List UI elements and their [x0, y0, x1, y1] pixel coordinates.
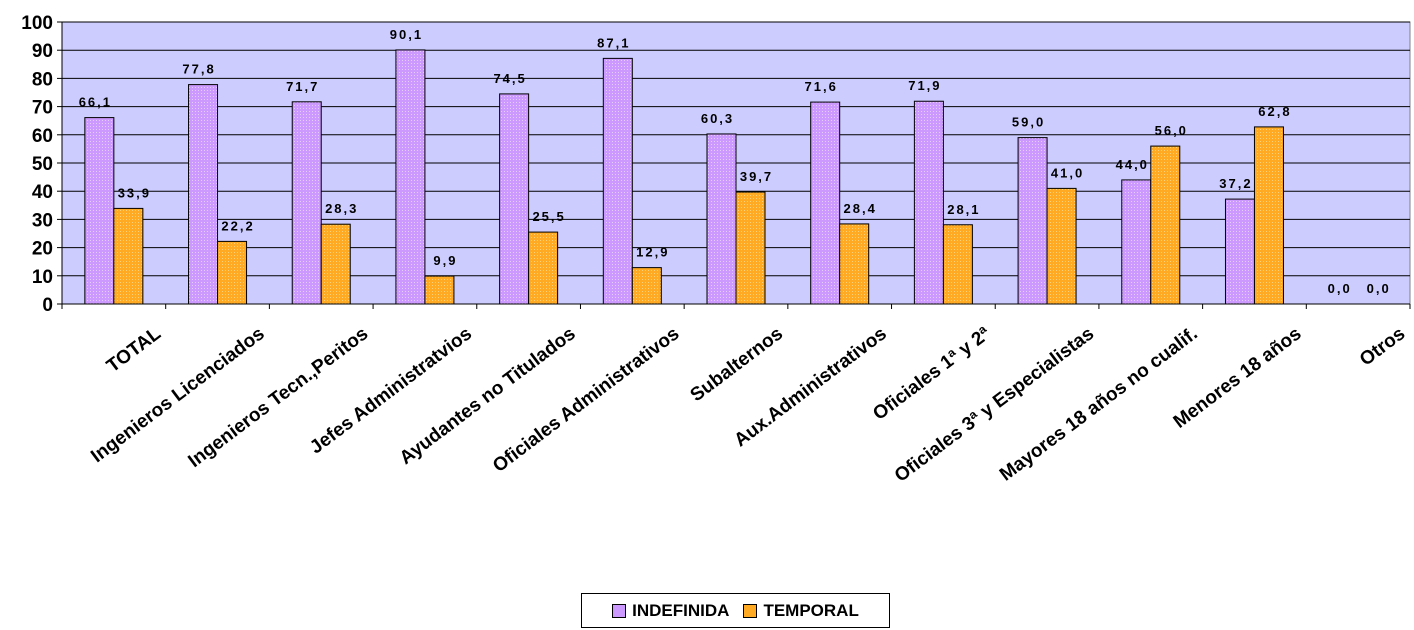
bar-indefinida	[84, 117, 115, 305]
bar-temporal	[1150, 145, 1181, 305]
y-tick-label: 60	[32, 126, 53, 147]
data-label: 71,9	[908, 78, 941, 93]
bar-indefinida	[706, 133, 737, 305]
bar-temporal	[528, 231, 559, 305]
data-label: 28,1	[947, 202, 980, 217]
data-label: 25,5	[532, 209, 565, 224]
legend-item-temporal: TEMPORAL	[743, 600, 859, 621]
x-tick-label: Subalternos	[687, 323, 787, 406]
gridlines	[62, 21, 1410, 277]
x-tick-label: Ayudantes no Titulados	[396, 323, 580, 469]
data-label: 60,3	[701, 111, 734, 126]
data-label: 44,0	[1116, 157, 1149, 172]
data-label: 12,9	[636, 245, 669, 260]
bar-indefinida	[291, 101, 322, 305]
y-tick-label: 20	[32, 239, 53, 260]
x-tick-label: Oficiales Administrativos	[489, 323, 683, 477]
data-labels: 66,1 77,8 71,7 90,1 74,5 87,1 60,3 71,6 71,9 59,0…	[79, 27, 1391, 296]
y-tick-label: 90	[32, 41, 53, 62]
data-label: 59,0	[1012, 115, 1045, 130]
data-label: 66,1	[79, 95, 112, 110]
data-label: 41,0	[1051, 165, 1084, 180]
bar-indefinida	[810, 101, 841, 305]
bar-temporal	[735, 191, 766, 305]
y-tick-label: 100	[21, 13, 53, 34]
y-tick-label: 70	[32, 98, 53, 119]
data-label: 71,7	[286, 79, 319, 94]
bar-indefinida	[1224, 198, 1255, 305]
data-label: 37,2	[1219, 176, 1252, 191]
bar-temporal	[113, 207, 144, 305]
bar-temporal	[1253, 126, 1284, 305]
y-axis: 0 10 20 30 40 50 60 70 80 90 100	[21, 13, 63, 316]
y-tick-label: 10	[32, 267, 53, 288]
x-tick-label: Oficiales 3ª y Especialistas	[891, 323, 1098, 486]
data-label: 77,8	[182, 62, 215, 77]
y-tick-label: 80	[32, 69, 53, 90]
data-label: 74,5	[493, 71, 526, 86]
legend-item-indefinida: INDEFINIDA	[612, 601, 729, 621]
bar-temporal	[320, 223, 351, 305]
bar-temporal	[942, 224, 973, 305]
bar-indefinida	[188, 84, 219, 305]
bar-indefinida	[395, 49, 426, 305]
bar-temporal	[1046, 187, 1077, 305]
data-label: 28,4	[844, 201, 877, 216]
legend-swatch-temporal	[743, 603, 758, 618]
y-tick-label: 40	[32, 182, 53, 203]
bars	[84, 49, 1284, 305]
x-tick-label: Ingenieros Licenciados	[87, 323, 268, 467]
bar-temporal	[631, 267, 662, 305]
data-label: 33,9	[118, 185, 151, 200]
bar-temporal	[839, 223, 870, 305]
y-tick-label: 50	[32, 154, 53, 175]
data-label: 56,0	[1155, 123, 1188, 138]
data-label: 0,0	[1367, 281, 1391, 296]
legend-label-temporal: TEMPORAL	[763, 600, 859, 620]
x-tick-label: Otros	[1356, 323, 1409, 370]
bar-indefinida	[913, 100, 944, 305]
bar-temporal	[217, 240, 248, 305]
bar-indefinida	[602, 57, 633, 305]
legend-swatch-indefinida	[612, 603, 627, 618]
data-label: 62,8	[1258, 104, 1291, 119]
data-label: 39,7	[740, 169, 773, 184]
data-label: 90,1	[390, 27, 423, 42]
bar-indefinida	[1017, 137, 1048, 305]
x-tick-label: Ingenieros Tecn.,Peritos	[184, 323, 372, 472]
legend: INDEFINIDA TEMPORAL	[581, 593, 890, 628]
data-label: 71,6	[805, 79, 838, 94]
data-label: 0,0	[1328, 281, 1352, 296]
bar-indefinida	[499, 93, 530, 305]
y-tick-label: 30	[32, 210, 53, 231]
x-tick-label: Mayores 18 años no cualif.	[996, 323, 1202, 485]
y-tick-label: 0	[42, 295, 53, 316]
x-tick-label: TOTAL	[103, 323, 165, 377]
legend-label-indefinida: INDEFINIDA	[632, 600, 730, 620]
data-label: 9,9	[433, 253, 457, 268]
bar-indefinida	[1121, 179, 1152, 305]
data-label: 22,2	[221, 218, 254, 233]
data-label: 87,1	[597, 35, 630, 50]
data-label: 28,3	[325, 201, 358, 216]
bar-temporal	[424, 275, 455, 305]
